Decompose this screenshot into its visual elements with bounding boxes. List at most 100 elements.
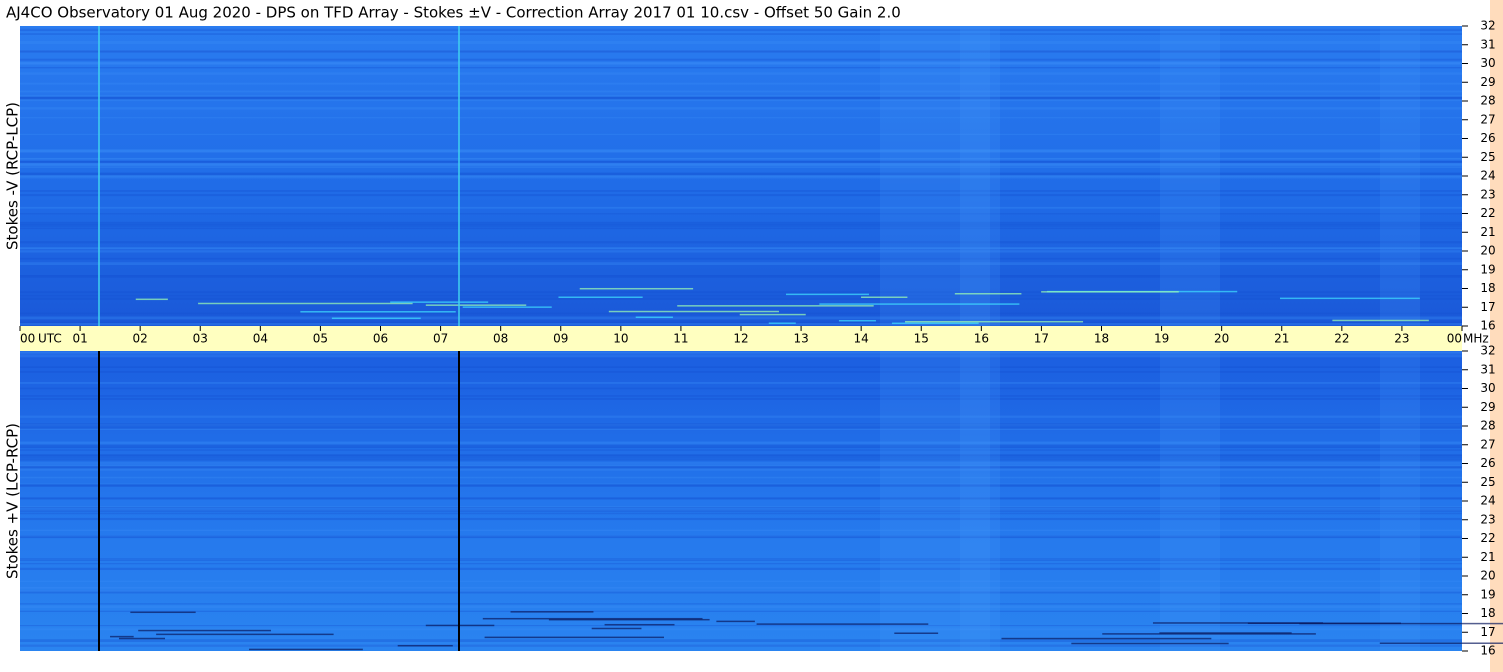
texture-stripe bbox=[20, 275, 1462, 277]
texture-stripe bbox=[20, 174, 1462, 177]
y-tick-label: 16 bbox=[1480, 644, 1495, 658]
texture-stripe bbox=[20, 206, 1462, 209]
texture-stripe bbox=[20, 454, 1462, 456]
texture-stripe bbox=[20, 610, 1462, 612]
texture-stripe bbox=[20, 483, 1462, 487]
texture-stripe bbox=[20, 483, 1462, 485]
x-tick-label: 14 bbox=[854, 332, 869, 346]
texture-stripe bbox=[20, 72, 1462, 75]
texture-stripe bbox=[20, 149, 1462, 153]
y-tick-label: 22 bbox=[1480, 531, 1495, 545]
texture-stripe bbox=[20, 291, 1462, 294]
texture-stripe bbox=[20, 509, 1462, 513]
x-tick-label: 20 bbox=[1214, 332, 1229, 346]
texture-stripe bbox=[20, 423, 1462, 426]
texture-streak bbox=[1299, 622, 1503, 625]
texture-streak bbox=[138, 629, 271, 632]
texture-stripe bbox=[20, 157, 1462, 160]
x-tick-label: 03 bbox=[193, 332, 208, 346]
texture-streak bbox=[331, 317, 421, 320]
texture-stripe bbox=[20, 458, 1462, 461]
texture-stripe bbox=[20, 194, 1462, 197]
texture-stripe bbox=[20, 371, 1462, 373]
texture-stripe bbox=[20, 444, 1462, 448]
texture-streak bbox=[462, 306, 552, 308]
texture-stripe bbox=[20, 509, 1462, 512]
texture-stripe bbox=[20, 275, 1462, 278]
texture-stripe bbox=[20, 213, 1462, 215]
texture-streak bbox=[1279, 297, 1420, 300]
texture-stripe bbox=[20, 466, 1462, 469]
y-tick-label: 24 bbox=[1480, 494, 1495, 508]
texture-stripe bbox=[20, 446, 1462, 449]
texture-stripe bbox=[20, 476, 1462, 479]
panel-top bbox=[20, 26, 1462, 326]
texture-stripe bbox=[20, 161, 1462, 164]
y-tick-label: 30 bbox=[1480, 381, 1495, 395]
y-tick-label: 31 bbox=[1480, 362, 1495, 376]
texture-stripe bbox=[20, 90, 1462, 93]
x-tick-label: 00 bbox=[20, 332, 35, 346]
y-tick-label: 29 bbox=[1480, 75, 1495, 89]
texture-band bbox=[960, 351, 990, 651]
texture-streak bbox=[1332, 319, 1429, 322]
texture-stripe bbox=[20, 133, 1462, 135]
texture-band bbox=[1380, 26, 1420, 326]
texture-stripe bbox=[20, 173, 1462, 176]
right-strip bbox=[1490, 0, 1503, 672]
texture-stripe bbox=[20, 321, 1462, 324]
x-tick-label: 07 bbox=[433, 332, 448, 346]
x-tick-label: 22 bbox=[1334, 332, 1349, 346]
texture-stripe bbox=[20, 247, 1462, 249]
x-tick-label: 13 bbox=[793, 332, 808, 346]
texture-streak bbox=[484, 636, 664, 639]
texture-stripe bbox=[20, 563, 1462, 565]
y-tick-label: 26 bbox=[1480, 456, 1495, 470]
texture-streak bbox=[739, 313, 806, 316]
texture-stripe bbox=[20, 221, 1462, 224]
texture-stripe bbox=[20, 257, 1462, 260]
texture-stripe bbox=[20, 351, 1462, 353]
texture-stripe bbox=[20, 95, 1462, 97]
texture-stripe bbox=[20, 58, 1462, 61]
texture-stripe bbox=[20, 381, 1462, 384]
texture-stripe bbox=[20, 415, 1462, 418]
x-tick-label: 10 bbox=[613, 332, 628, 346]
texture-streak bbox=[156, 633, 334, 636]
texture-stripe bbox=[20, 117, 1462, 119]
texture-stripe bbox=[20, 163, 1462, 167]
texture-stripe bbox=[20, 162, 1462, 166]
y-tick-label: 28 bbox=[1480, 419, 1495, 433]
x-tick-label: 21 bbox=[1274, 332, 1289, 346]
y-tick-label: 20 bbox=[1480, 569, 1495, 583]
texture-stripe bbox=[20, 567, 1462, 570]
texture-stripe bbox=[20, 96, 1462, 99]
texture-streak bbox=[1041, 291, 1179, 293]
texture-stripe bbox=[20, 423, 1462, 427]
texture-streak bbox=[905, 320, 1084, 323]
chart-title: AJ4CO Observatory 01 Aug 2020 - DPS on T… bbox=[6, 4, 901, 22]
texture-stripe bbox=[20, 644, 1462, 647]
texture-stripe bbox=[20, 250, 1462, 253]
y-tick-label: 28 bbox=[1480, 94, 1495, 108]
texture-streak bbox=[608, 310, 779, 313]
texture-stripe bbox=[20, 505, 1462, 509]
x-unit-label: UTC bbox=[38, 332, 62, 346]
y-tick-label: 18 bbox=[1480, 606, 1495, 620]
texture-stripe bbox=[20, 49, 1462, 53]
texture-stripe bbox=[20, 387, 1462, 390]
texture-stripe bbox=[20, 161, 1462, 163]
panel-bottom bbox=[20, 351, 1462, 651]
texture-stripe bbox=[20, 62, 1462, 65]
texture-stripe bbox=[20, 158, 1462, 160]
texture-stripe bbox=[20, 28, 1462, 32]
texture-stripe bbox=[20, 354, 1462, 358]
texture-stripe bbox=[20, 454, 1462, 457]
y-axis-label: Stokes +V (LCP-RCP) bbox=[4, 423, 22, 579]
texture-streak bbox=[118, 637, 165, 640]
texture-stripe bbox=[20, 466, 1462, 468]
texture-stripe bbox=[20, 50, 1462, 53]
x-tick-label: 02 bbox=[133, 332, 148, 346]
texture-streak bbox=[591, 627, 642, 630]
